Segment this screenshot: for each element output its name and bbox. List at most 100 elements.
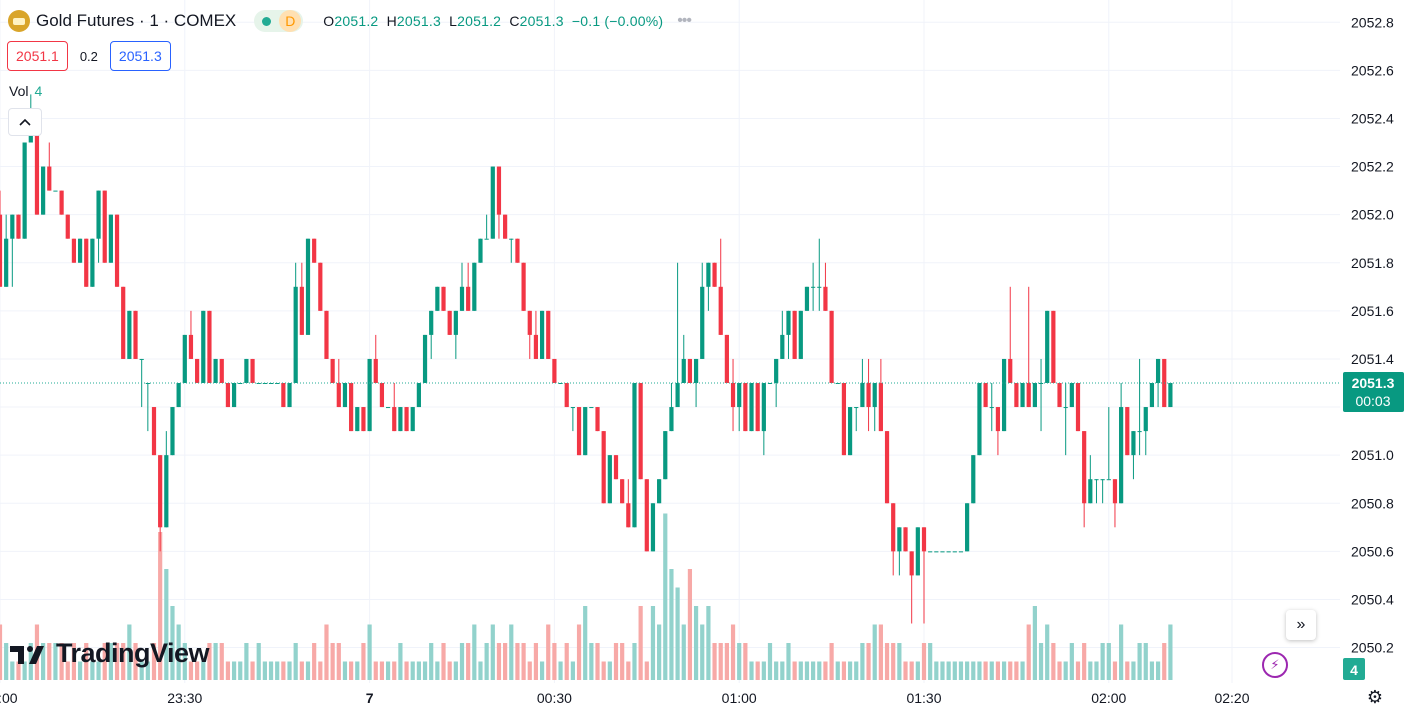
candle [564,383,569,408]
volume-bar [780,661,785,680]
collapse-legend-button[interactable] [8,108,42,136]
candle [268,383,274,384]
scroll-to-realtime-button[interactable]: » [1286,610,1316,640]
ohlc-values: O2051.2 H2051.3 L2051.2 C2051.3 −0.1 (−0… [323,13,664,29]
candle [466,262,471,311]
last-volume-label: 4 [1350,662,1358,678]
volume-bar [90,661,95,680]
volume-bar [207,643,212,680]
more-options-icon[interactable]: ••• [677,12,692,29]
time-tick-label: 23:00 [0,690,18,706]
candle [909,551,914,624]
volume-bar [1014,661,1019,680]
delayed-data-badge[interactable]: D [279,10,302,32]
bolt-icon[interactable]: ⚡ [1262,652,1288,678]
volume-bar [1088,661,1093,680]
candle [718,238,723,335]
volume-bar [231,661,237,680]
candle [774,358,779,408]
candle [724,334,729,383]
tradingview-logo[interactable]: TradingView [10,638,210,669]
time-axis[interactable]: 23:00 23:30 7 00:30 01:00 01:30 02:00 02:20 [0,683,1340,720]
candle [989,383,994,432]
volume-bar [1075,661,1081,680]
volume-bar [946,661,951,680]
candle [576,407,582,456]
last-price-label: 2051.3 [1352,375,1395,391]
candle [281,383,286,408]
volume-bar [749,661,754,680]
volume-bar [336,643,341,680]
candle [312,238,317,263]
volume-bar [527,661,532,680]
volume-value: 4 [34,83,43,99]
price-axis[interactable]: 2050.22050.42050.62050.82051.02051.22051… [1340,0,1407,720]
volume-bar [472,624,477,680]
volume-bar [349,661,354,680]
candle [201,310,206,383]
sell-price-button[interactable]: 2051.1 [7,41,68,71]
price-tick-label: 2051.8 [1351,255,1394,271]
bid-ask-row: 2051.1 0.2 2051.3 [7,41,171,71]
candle [447,310,452,335]
volume-bar [965,661,970,680]
volume-bar [903,661,908,680]
volume-bar [1100,643,1105,680]
buy-price-button[interactable]: 2051.3 [109,41,171,71]
candle [484,214,489,240]
chevron-up-icon [19,118,31,126]
candle [786,310,791,359]
volume-bar [792,661,797,680]
volume-bar [620,643,625,680]
volume-bar [164,569,169,680]
volume-bar [891,643,896,680]
candle [1143,407,1148,456]
volume-bar [983,661,988,680]
volume-bar [829,643,834,680]
volume-bar [1063,661,1068,680]
candle [392,383,397,432]
volume-bar [650,606,656,680]
candle [915,527,920,576]
volume-bar [669,569,674,680]
candle [367,358,372,432]
candle [620,479,625,504]
candle [755,383,760,432]
volume-bar [77,661,83,680]
volume-bar [275,661,280,680]
volume-bar [884,643,890,680]
volume-legend[interactable]: Vol 4 [9,83,42,99]
volume-bar [71,643,77,680]
volume-bar [509,624,514,680]
volume-bar [823,661,828,680]
candle [866,358,871,432]
price-tick-label: 2050.6 [1351,543,1394,559]
volume-bar [435,661,440,680]
volume-bar [804,661,810,680]
volume-bar [127,624,132,680]
candle [650,503,656,552]
candle [1008,286,1013,383]
candle [644,479,649,552]
volume-bar [53,643,58,680]
candle [533,310,539,359]
candle [250,358,255,383]
market-status-badge[interactable]: D [254,10,304,32]
candle [1125,407,1130,456]
volume-bar [201,661,206,680]
volume-bar [570,661,575,680]
candle [903,527,908,552]
symbol-title[interactable]: Gold Futures · 1 · COMEX [36,11,237,30]
settings-gear-icon[interactable]: ⚙ [1366,686,1384,707]
candle [244,358,249,383]
symbol-legend[interactable]: Gold Futures · 1 · COMEX D O2051.2 H2051… [8,8,692,34]
volume-bar [897,643,902,680]
candle [318,262,323,311]
candle [503,214,508,239]
price-tick-label: 2052.2 [1351,159,1394,175]
volume-bar [546,624,551,680]
volume-bar [225,661,231,680]
candle [65,214,70,239]
volume-bar [835,661,840,680]
